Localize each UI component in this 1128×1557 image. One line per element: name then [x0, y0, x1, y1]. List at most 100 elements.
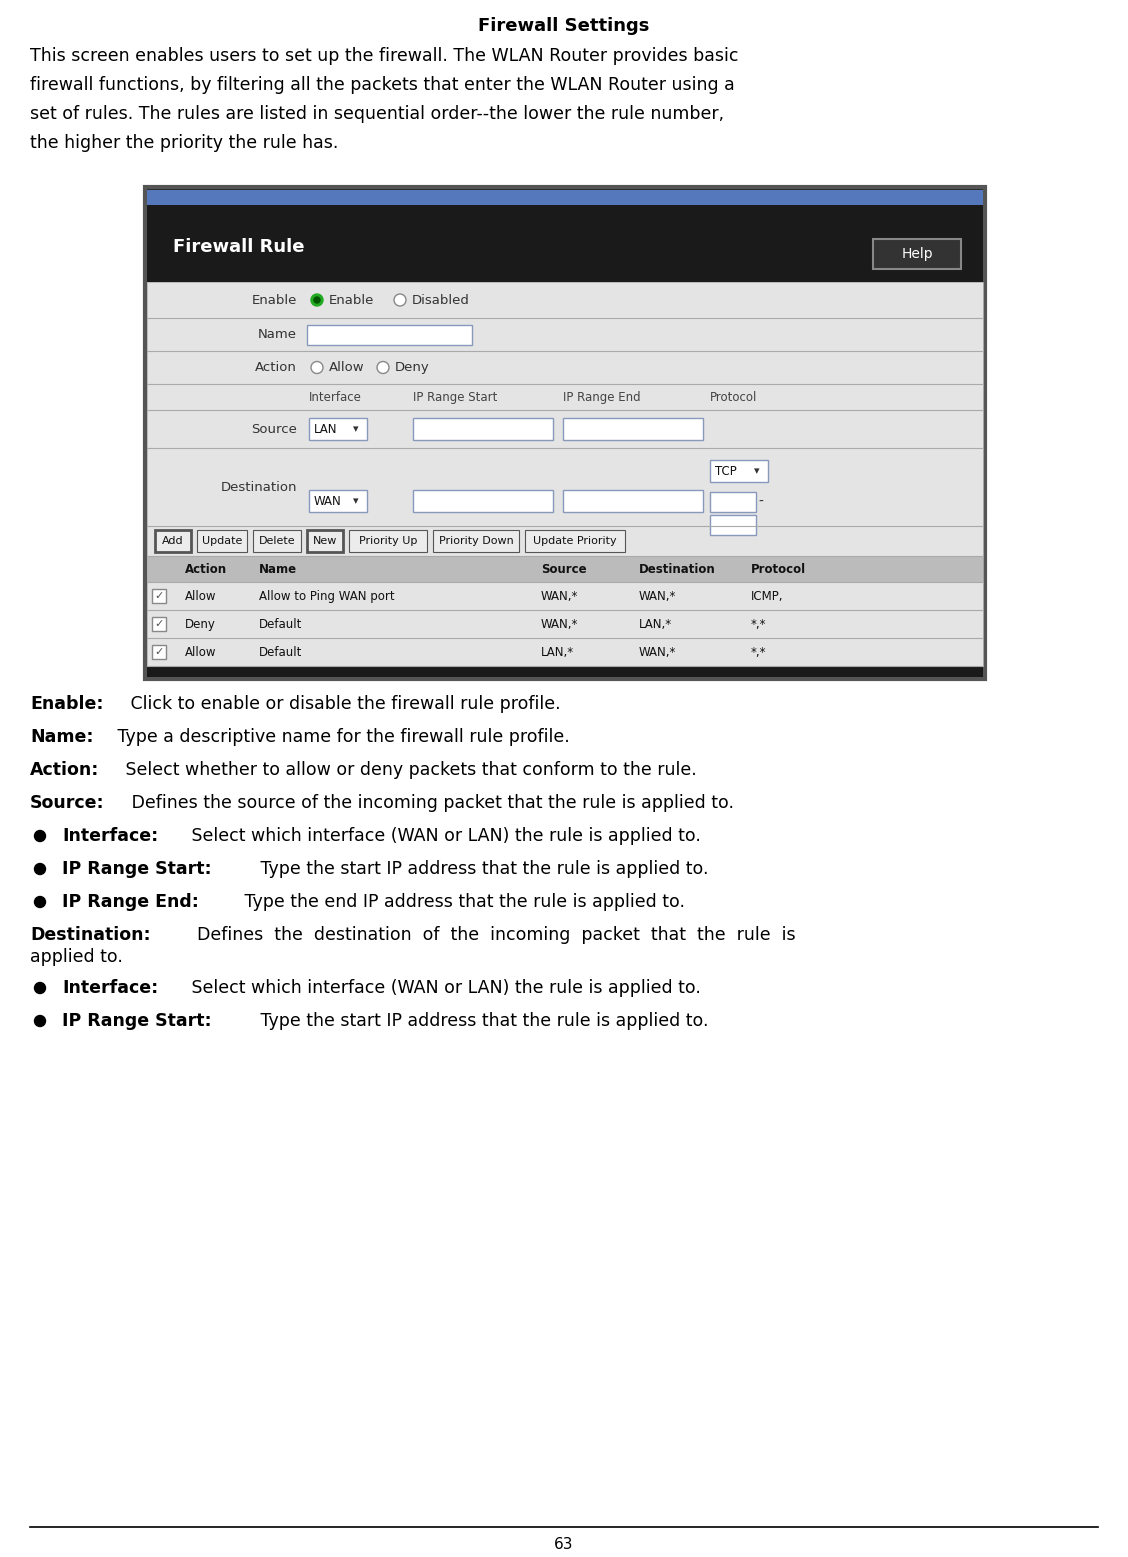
- Text: Source: Source: [252, 422, 297, 436]
- Bar: [147, 638, 982, 666]
- Bar: [147, 350, 982, 385]
- Bar: [307, 325, 472, 346]
- Text: Enable: Enable: [252, 294, 297, 307]
- Text: WAN: WAN: [314, 495, 342, 508]
- Bar: [147, 448, 982, 526]
- Text: Interface: Interface: [309, 391, 362, 403]
- Text: WAN,*: WAN,*: [541, 618, 579, 631]
- Text: Delete: Delete: [258, 536, 296, 547]
- Bar: [563, 417, 703, 441]
- Text: Type a descriptive name for the firewall rule profile.: Type a descriptive name for the firewall…: [112, 729, 570, 746]
- Text: Source:: Source:: [30, 794, 105, 813]
- Circle shape: [394, 294, 406, 307]
- Text: Action:: Action:: [30, 761, 99, 778]
- Text: Type the start IP address that the rule is applied to.: Type the start IP address that the rule …: [255, 1012, 708, 1031]
- Bar: [309, 417, 367, 441]
- Bar: [309, 490, 367, 512]
- Text: ▾: ▾: [353, 497, 359, 506]
- Text: Name: Name: [258, 329, 297, 341]
- Text: IP Range Start: IP Range Start: [413, 391, 497, 403]
- Bar: [152, 617, 166, 631]
- Text: Select which interface (WAN or LAN) the rule is applied to.: Select which interface (WAN or LAN) the …: [186, 979, 702, 996]
- Bar: [147, 666, 982, 677]
- Text: Source: Source: [541, 562, 587, 576]
- Text: Action: Action: [255, 361, 297, 374]
- Text: Protocol: Protocol: [751, 562, 807, 576]
- Text: TCP: TCP: [715, 464, 737, 478]
- Text: *,*: *,*: [751, 618, 767, 631]
- Text: Destination: Destination: [220, 481, 297, 494]
- Text: Name:: Name:: [30, 729, 94, 746]
- Bar: [197, 529, 247, 553]
- Text: set of rules. The rules are listed in sequential order--the lower the rule numbe: set of rules. The rules are listed in se…: [30, 104, 724, 123]
- Text: Enable:: Enable:: [30, 694, 104, 713]
- Circle shape: [35, 864, 45, 875]
- Bar: [147, 282, 982, 677]
- Bar: [710, 515, 756, 536]
- Text: Name: Name: [259, 562, 297, 576]
- Bar: [146, 187, 985, 679]
- Text: Help: Help: [901, 248, 933, 262]
- Text: IP Range End: IP Range End: [563, 391, 641, 403]
- Text: Select which interface (WAN or LAN) the rule is applied to.: Select which interface (WAN or LAN) the …: [186, 827, 702, 845]
- Text: ▾: ▾: [353, 424, 359, 434]
- Text: ✓: ✓: [155, 648, 164, 657]
- Text: Add: Add: [162, 536, 184, 547]
- Bar: [147, 385, 982, 409]
- Bar: [147, 526, 982, 556]
- Bar: [147, 318, 982, 350]
- Text: ICMP,: ICMP,: [751, 590, 784, 603]
- Circle shape: [35, 982, 45, 993]
- Text: ✓: ✓: [155, 592, 164, 601]
- Text: Deny: Deny: [395, 361, 430, 374]
- Bar: [710, 459, 768, 483]
- Text: Allow to Ping WAN port: Allow to Ping WAN port: [259, 590, 395, 603]
- Text: Firewall Settings: Firewall Settings: [478, 17, 650, 34]
- Text: -: -: [758, 495, 763, 509]
- Circle shape: [314, 297, 320, 304]
- Text: IP Range Start:: IP Range Start:: [62, 1012, 212, 1031]
- Text: *,*: *,*: [751, 646, 767, 659]
- Text: This screen enables users to set up the firewall. The WLAN Router provides basic: This screen enables users to set up the …: [30, 47, 739, 65]
- Text: Defines the source of the incoming packet that the rule is applied to.: Defines the source of the incoming packe…: [126, 794, 734, 813]
- Text: Click to enable or disable the firewall rule profile.: Click to enable or disable the firewall …: [125, 694, 561, 713]
- Bar: [147, 582, 982, 610]
- Bar: [147, 556, 982, 582]
- Bar: [253, 529, 301, 553]
- Text: IP Range End:: IP Range End:: [62, 894, 199, 911]
- Circle shape: [35, 1015, 45, 1026]
- Bar: [147, 282, 982, 318]
- Text: Deny: Deny: [185, 618, 215, 631]
- Text: Interface:: Interface:: [62, 827, 158, 845]
- Text: Enable: Enable: [329, 294, 374, 307]
- Bar: [147, 409, 982, 448]
- Bar: [349, 529, 428, 553]
- Bar: [147, 190, 982, 206]
- Text: WAN,*: WAN,*: [638, 646, 677, 659]
- Bar: [307, 529, 343, 553]
- Text: firewall functions, by filtering all the packets that enter the WLAN Router usin: firewall functions, by filtering all the…: [30, 76, 734, 93]
- Text: Protocol: Protocol: [710, 391, 757, 403]
- Bar: [147, 610, 982, 638]
- Bar: [147, 206, 982, 282]
- Text: applied to.: applied to.: [30, 948, 123, 965]
- Text: Defines  the  destination  of  the  incoming  packet  that  the  rule  is: Defines the destination of the incoming …: [186, 926, 795, 944]
- Bar: [413, 490, 553, 512]
- Text: LAN,*: LAN,*: [638, 618, 672, 631]
- Bar: [525, 529, 625, 553]
- Bar: [433, 529, 519, 553]
- Text: Allow: Allow: [185, 646, 217, 659]
- Text: LAN,*: LAN,*: [541, 646, 574, 659]
- Text: the higher the priority the rule has.: the higher the priority the rule has.: [30, 134, 338, 153]
- Text: Priority Down: Priority Down: [439, 536, 513, 547]
- Text: Select whether to allow or deny packets that conform to the rule.: Select whether to allow or deny packets …: [120, 761, 696, 778]
- Text: Update: Update: [202, 536, 243, 547]
- Text: Allow: Allow: [329, 361, 364, 374]
- Text: Type the end IP address that the rule is applied to.: Type the end IP address that the rule is…: [239, 894, 685, 911]
- Circle shape: [377, 361, 389, 374]
- Bar: [873, 240, 961, 269]
- Bar: [155, 529, 191, 553]
- Text: Action: Action: [185, 562, 227, 576]
- Text: Default: Default: [259, 618, 302, 631]
- Text: IP Range Start:: IP Range Start:: [62, 859, 212, 878]
